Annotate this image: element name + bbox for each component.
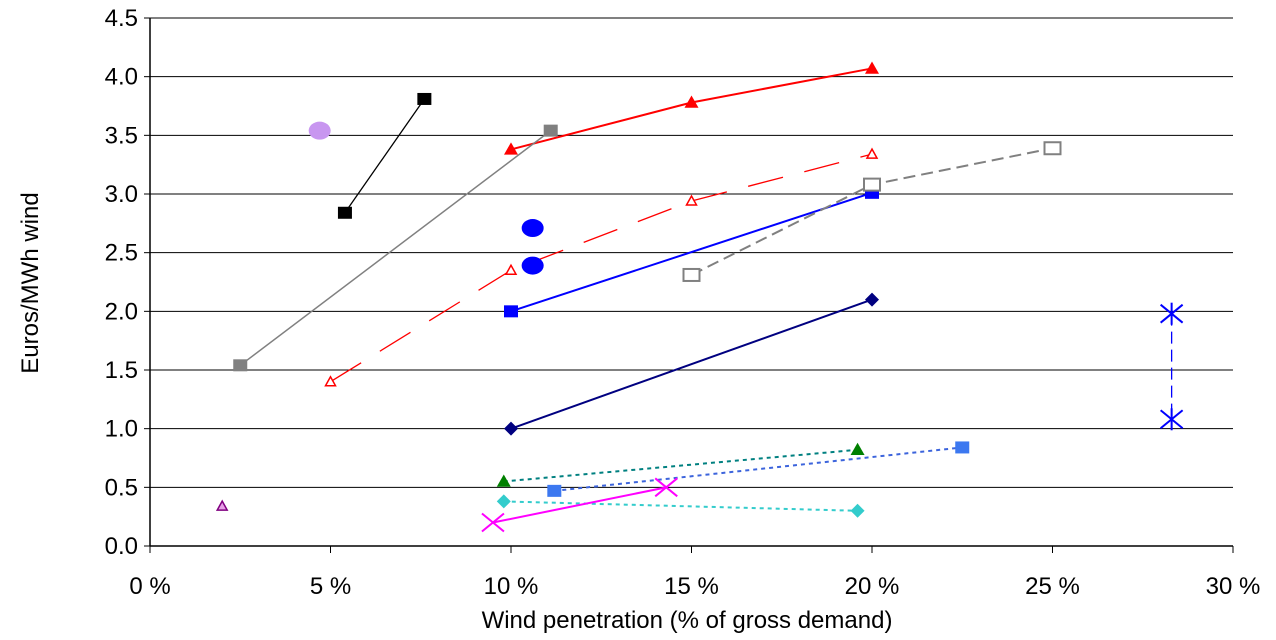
x-marker-stroke [654, 477, 678, 498]
x-tick-label: 5 % [310, 573, 351, 600]
diamond-marker [496, 494, 511, 509]
axes [144, 17, 1234, 553]
series-line-0 [510, 67, 873, 151]
y-tick-label: 2.0 [105, 298, 138, 325]
diamond-marker [504, 421, 518, 436]
data-markers [215, 61, 1184, 533]
x-tick-label: 20 % [845, 573, 900, 600]
x-marker [481, 512, 505, 533]
square-marker [955, 441, 970, 454]
series-line-10 [503, 448, 858, 483]
circle-marker [521, 256, 544, 275]
x-marker-stroke [481, 512, 505, 533]
y-tick-label: 1.5 [105, 357, 138, 384]
triangle-open-marker [324, 375, 337, 387]
x-axis-title: Wind penetration (% of gross demand) [482, 607, 893, 634]
triangle-marker [504, 142, 518, 155]
x-tick-label: 0 % [129, 573, 170, 600]
square-marker [417, 92, 432, 105]
x-marker [654, 477, 678, 498]
square-marker [547, 484, 562, 497]
diamond-marker [850, 503, 865, 518]
series-line-3 [344, 98, 425, 214]
series-line-12 [503, 500, 858, 512]
triangle-open-marker [215, 499, 229, 511]
series-line-13 [492, 486, 667, 524]
circle-marker [308, 121, 331, 140]
triangle-marker [865, 61, 879, 74]
series-line-7 [691, 147, 1053, 276]
data-series [239, 67, 1173, 524]
y-tick-label: 1.0 [105, 416, 138, 443]
triangle-open-marker [865, 147, 879, 159]
triangle-open-marker [685, 194, 698, 206]
series-line-1 [330, 153, 873, 383]
triangle-marker [496, 474, 511, 487]
x-tick-label: 15 % [664, 573, 719, 600]
square-open-marker [682, 267, 701, 282]
square-open-marker [863, 177, 881, 192]
triangle-marker [850, 442, 865, 456]
y-axis-title: Euros/MWh wind [17, 192, 44, 373]
star-marker [1159, 408, 1184, 431]
y-tick-label: 2.5 [105, 240, 138, 267]
y-tick-label: 3.0 [105, 181, 138, 208]
y-tick-label: 0.0 [105, 533, 138, 560]
x-tick-label: 30 % [1206, 573, 1261, 600]
square-marker [337, 206, 352, 219]
square-marker [504, 305, 518, 318]
y-tick-label: 3.5 [105, 122, 138, 149]
square-marker [543, 124, 558, 137]
y-tick-label: 4.0 [105, 64, 138, 91]
series-line-6 [510, 191, 873, 313]
diamond-marker [865, 292, 879, 307]
triangle-open-marker [504, 263, 518, 276]
tick-labels: 0.0 0.5 1.0 1.5 2.0 2.5 3.0 3.5 4.0 4.5 0 % 5 % 10 %… [105, 5, 1261, 600]
triangle-marker [684, 95, 699, 108]
square-open-marker [1043, 141, 1062, 156]
series-line-11 [554, 446, 963, 492]
x-tick-label: 10 % [484, 573, 539, 600]
circle-marker [521, 219, 544, 238]
star-marker [1159, 302, 1184, 325]
x-tick-label: 25 % [1025, 573, 1080, 600]
series-line-2 [239, 130, 552, 366]
y-tick-label: 4.5 [105, 5, 138, 32]
series-line-8 [510, 298, 873, 430]
y-tick-label: 0.5 [105, 474, 138, 501]
square-marker [233, 359, 248, 372]
